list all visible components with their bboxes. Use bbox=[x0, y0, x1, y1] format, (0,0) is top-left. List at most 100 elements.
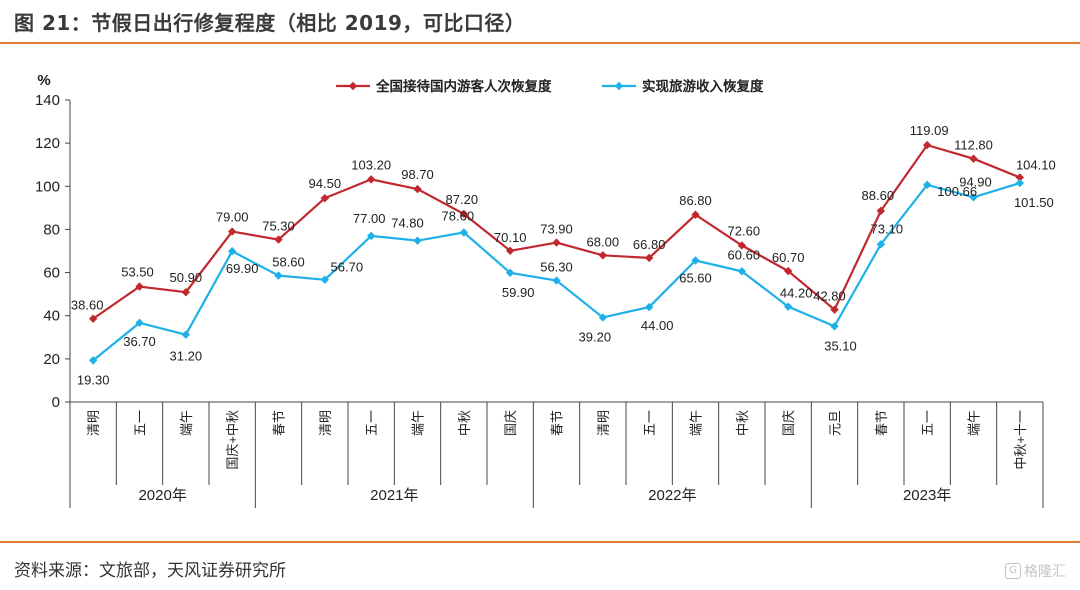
x-tick-label: 五一 bbox=[920, 410, 935, 436]
x-tick-label: 五一 bbox=[133, 410, 148, 436]
data-label: 65.60 bbox=[679, 270, 712, 285]
watermark-text: 格隆汇 bbox=[1024, 564, 1066, 580]
data-point bbox=[320, 275, 330, 284]
data-label: 42.80 bbox=[813, 289, 846, 304]
legend-marker bbox=[614, 81, 624, 91]
data-point bbox=[88, 314, 98, 323]
data-label: 38.60 bbox=[71, 298, 104, 313]
data-label: 98.70 bbox=[401, 167, 434, 182]
data-label: 66.80 bbox=[633, 237, 666, 252]
data-point bbox=[876, 206, 886, 216]
data-label: 56.70 bbox=[331, 260, 364, 275]
x-tick-label: 清明 bbox=[318, 410, 333, 436]
y-axis-unit: % bbox=[37, 72, 50, 89]
data-point bbox=[691, 210, 700, 219]
data-point bbox=[922, 180, 932, 190]
y-tick-label: 100 bbox=[35, 178, 60, 195]
data-label: 35.10 bbox=[824, 338, 857, 353]
data-point bbox=[876, 240, 886, 249]
x-tick-label: 端午 bbox=[967, 410, 982, 436]
x-group-label: 2022年 bbox=[648, 487, 696, 504]
figure-title: 图 21：节假日出行修复程度（相比 2019，可比口径） bbox=[14, 11, 526, 35]
data-label: 74.80 bbox=[391, 216, 424, 231]
data-label: 75.30 bbox=[262, 219, 295, 234]
data-point bbox=[1015, 173, 1025, 182]
data-point bbox=[227, 247, 237, 256]
data-label: 31.20 bbox=[170, 349, 203, 364]
x-tick-label: 国庆 bbox=[503, 410, 518, 436]
x-tick-label: 清明 bbox=[86, 410, 101, 436]
data-point bbox=[274, 271, 283, 280]
data-label: 44.20 bbox=[780, 286, 813, 301]
data-label: 78.60 bbox=[442, 208, 475, 223]
data-point bbox=[274, 235, 283, 244]
data-point bbox=[783, 302, 793, 311]
data-point bbox=[737, 241, 747, 250]
data-label: 100.66 bbox=[937, 184, 977, 199]
x-tick-label: 清明 bbox=[596, 410, 611, 436]
data-point bbox=[644, 253, 654, 263]
data-point bbox=[459, 228, 469, 237]
data-point bbox=[598, 251, 608, 260]
x-tick-label: 春节 bbox=[874, 410, 889, 436]
data-point bbox=[88, 356, 98, 365]
data-label: 56.30 bbox=[540, 260, 573, 275]
x-tick-label: 端午 bbox=[179, 410, 194, 436]
data-point bbox=[552, 238, 561, 247]
data-point bbox=[737, 267, 747, 276]
data-point bbox=[505, 246, 515, 255]
top-divider bbox=[0, 42, 1080, 44]
data-point bbox=[552, 276, 561, 285]
data-label: 72.60 bbox=[728, 223, 761, 238]
x-tick-label: 中秋 bbox=[457, 410, 472, 436]
data-point bbox=[135, 282, 144, 291]
line-chart: 0 20 40 60 80 100 120 140% 2020年 2021年 2022年 2023年 清… bbox=[35, 72, 1056, 508]
data-label: 39.20 bbox=[579, 329, 612, 344]
data-label: 36.70 bbox=[123, 334, 156, 349]
x-tick-label: 五一 bbox=[642, 410, 657, 436]
data-label: 70.10 bbox=[494, 230, 527, 245]
data-point bbox=[644, 302, 654, 312]
data-point bbox=[181, 330, 191, 339]
data-label: 44.00 bbox=[641, 318, 674, 333]
y-tick-label: 0 bbox=[52, 394, 60, 411]
data-label: 103.20 bbox=[351, 157, 391, 172]
x-group-label: 2023年 bbox=[903, 487, 951, 504]
data-label: 68.00 bbox=[587, 234, 620, 249]
x-tick-label: 中秋 bbox=[735, 410, 750, 436]
data-label: 77.00 bbox=[353, 211, 386, 226]
x-tick-label: 国庆+中秋 bbox=[225, 410, 240, 470]
x-tick-label: 元旦 bbox=[828, 410, 843, 436]
data-label: 60.70 bbox=[772, 250, 805, 265]
y-tick-label: 20 bbox=[43, 351, 60, 368]
data-label: 87.20 bbox=[446, 192, 479, 207]
data-label: 69.90 bbox=[226, 261, 259, 276]
x-tick-label: 国庆 bbox=[781, 410, 796, 436]
data-label: 50.90 bbox=[170, 270, 203, 285]
data-label: 53.50 bbox=[121, 265, 154, 280]
legend-label: 实现旅游收入恢复度 bbox=[642, 78, 764, 94]
x-tick-label: 五一 bbox=[364, 410, 379, 436]
data-point bbox=[691, 256, 700, 265]
y-tick-label: 120 bbox=[35, 135, 60, 152]
x-tick-label: 春节 bbox=[272, 410, 287, 436]
legend-marker bbox=[348, 81, 358, 91]
y-tick-label: 140 bbox=[35, 92, 60, 109]
data-point bbox=[598, 313, 608, 322]
data-point bbox=[413, 236, 422, 245]
legend-label: 全国接待国内游客人次恢复度 bbox=[375, 78, 552, 94]
x-group-label: 2020年 bbox=[138, 487, 186, 504]
data-label: 94.50 bbox=[309, 176, 342, 191]
watermark-logo-icon: G bbox=[1005, 563, 1021, 579]
data-label: 88.60 bbox=[862, 188, 895, 203]
data-point bbox=[830, 305, 839, 314]
data-label: 86.80 bbox=[679, 193, 712, 208]
data-label: 60.60 bbox=[728, 247, 761, 262]
data-label: 101.50 bbox=[1014, 195, 1054, 210]
data-label: 112.80 bbox=[954, 138, 993, 153]
x-tick-label: 端午 bbox=[411, 410, 426, 436]
data-point bbox=[366, 231, 376, 241]
x-tick-label: 春节 bbox=[550, 410, 565, 436]
data-point bbox=[922, 140, 932, 150]
data-label: 58.60 bbox=[272, 255, 305, 270]
